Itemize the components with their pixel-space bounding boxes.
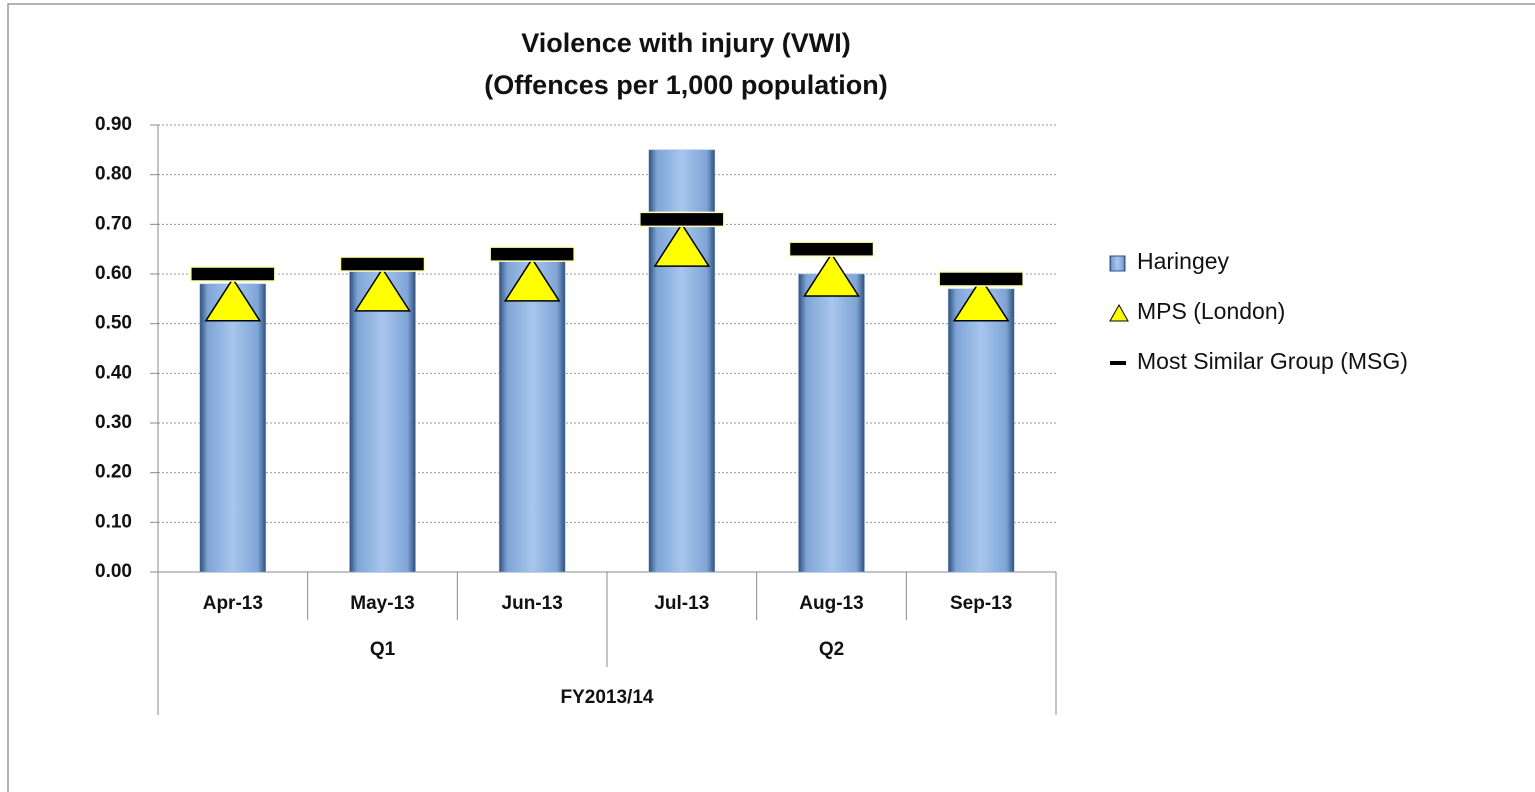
y-tick-label: 0.30 [95, 412, 132, 433]
dash-marker [788, 241, 875, 257]
y-tick-label: 0.70 [95, 213, 132, 234]
y-tick-label: 0.20 [95, 462, 132, 483]
y-tick-label: 0.00 [95, 561, 132, 582]
legend-label: Most Similar Group (MSG) [1137, 348, 1408, 374]
dash-marker [489, 246, 575, 262]
x-tick-label: Aug-13 [799, 593, 863, 614]
dash-marker [339, 256, 426, 272]
bar [947, 288, 1015, 573]
quarter-label: Q2 [819, 639, 844, 660]
x-tick-label: May-13 [350, 593, 414, 614]
triangle-marker [952, 277, 1010, 322]
legend-label: MPS (London) [1137, 298, 1285, 324]
triangle-marker [354, 267, 411, 312]
bar [798, 273, 865, 573]
bar [349, 268, 416, 573]
triangle-marker [204, 277, 262, 322]
legend-label: Haringey [1137, 248, 1230, 274]
x-tick-label: Jul-13 [654, 593, 709, 614]
y-tick-label: 0.10 [95, 511, 132, 532]
chart-subtitle: (Offences per 1,000 population) [484, 70, 888, 100]
y-tick-label: 0.80 [95, 164, 132, 185]
triangle-marker [653, 222, 711, 267]
y-tick-label: 0.50 [95, 313, 132, 334]
chart-border [7, 3, 1535, 792]
triangle-marker [803, 252, 860, 297]
x-tick-label: Sep-13 [950, 593, 1012, 614]
dash-marker [938, 271, 1024, 287]
dash-marker [190, 266, 276, 282]
fiscal-year-label: FY2013/14 [561, 687, 654, 708]
y-tick-label: 0.90 [95, 114, 132, 135]
y-tick-label: 0.60 [95, 263, 132, 284]
quarter-label: Q1 [370, 639, 396, 660]
bar [498, 258, 566, 573]
x-tick-label: Jun-13 [502, 593, 563, 614]
legend-swatch [1110, 361, 1126, 365]
legend-swatch [1109, 303, 1129, 322]
bar [199, 283, 267, 573]
chart-title: Violence with injury (VWI) [521, 28, 851, 58]
legend-swatch [1109, 255, 1126, 272]
x-tick-label: Apr-13 [203, 593, 263, 614]
triangle-marker [503, 257, 561, 302]
y-tick-label: 0.40 [95, 362, 132, 383]
dash-marker [639, 211, 725, 228]
